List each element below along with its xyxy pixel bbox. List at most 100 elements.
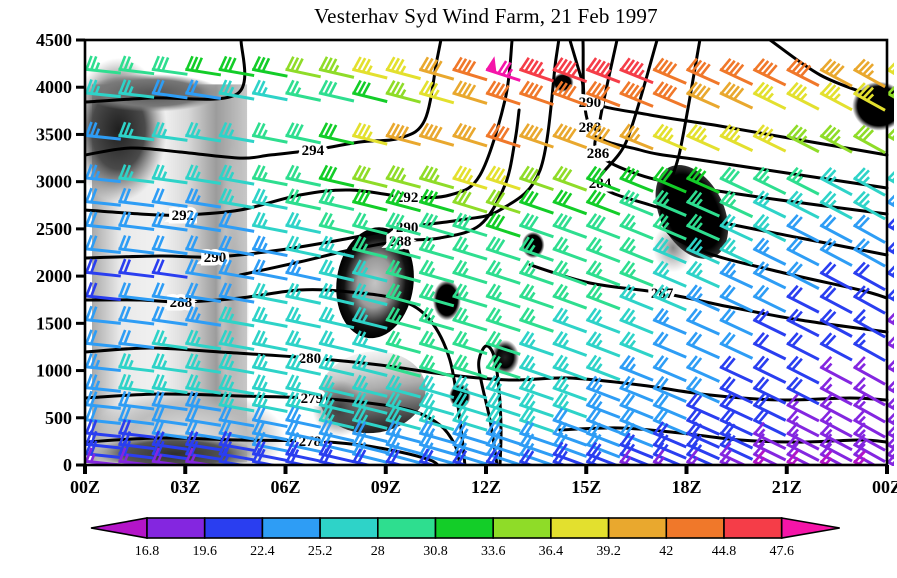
wind-barb xyxy=(685,166,720,194)
wind-barb xyxy=(151,121,188,142)
wind-barb xyxy=(452,56,488,82)
colorbar-segment xyxy=(146,517,206,539)
wind-barb xyxy=(719,237,754,266)
wind-barb xyxy=(552,283,588,310)
wind-barb xyxy=(185,55,222,77)
colorbar-tick-label: 47.6 xyxy=(769,544,794,559)
wind-barb xyxy=(185,329,222,351)
wind-barb xyxy=(218,374,255,396)
colorbar-tick-label: 39.2 xyxy=(596,544,621,559)
wind-barb xyxy=(552,189,588,216)
wind-barb xyxy=(752,308,787,337)
wind-barb xyxy=(552,307,588,334)
wind-barb xyxy=(719,213,754,242)
wind-barb xyxy=(585,331,621,358)
colorbar-segment xyxy=(376,517,437,539)
wind-barb xyxy=(852,261,886,292)
wind-barb xyxy=(185,164,222,186)
wind-barb xyxy=(652,237,687,265)
wind-barb xyxy=(518,420,554,447)
wind-barb xyxy=(685,432,720,461)
wind-barb xyxy=(585,354,621,382)
wind-barb xyxy=(518,375,554,401)
wind-barb xyxy=(518,283,554,310)
wind-barb xyxy=(552,236,588,263)
wind-barb xyxy=(418,56,455,81)
wind-barb xyxy=(251,258,288,281)
x-tick-label: 09Z xyxy=(371,477,401,497)
wind-barb xyxy=(318,79,355,103)
wind-barb xyxy=(385,188,421,213)
wind-barb xyxy=(585,165,621,193)
wind-barb xyxy=(418,80,455,105)
wind-barb xyxy=(251,211,288,234)
wind-barb xyxy=(452,122,488,148)
wind-barb xyxy=(552,407,588,434)
wind-barb xyxy=(652,375,687,404)
wind-barb xyxy=(285,391,322,414)
wind-barb xyxy=(351,353,388,377)
wind-barb xyxy=(185,79,222,101)
wind-barb xyxy=(719,190,754,219)
wind-barb xyxy=(118,187,155,208)
wind-barb xyxy=(218,211,255,233)
wind-barb xyxy=(118,282,155,302)
wind-barb xyxy=(351,259,388,283)
wind-barb xyxy=(118,211,155,231)
wind-barb xyxy=(351,122,388,146)
y-tick-label: 2000 xyxy=(36,266,72,286)
wind-barb xyxy=(719,376,754,405)
wind-barb xyxy=(418,165,455,190)
wind-barb xyxy=(84,187,121,207)
wind-barb xyxy=(886,433,894,464)
wind-barb xyxy=(652,449,687,466)
wind-barb xyxy=(485,236,521,262)
colorbar-segment xyxy=(607,517,668,539)
wind-barb xyxy=(318,259,355,282)
wind-barb xyxy=(786,408,820,438)
wind-barb xyxy=(151,353,188,374)
wind-barb xyxy=(886,82,894,113)
wind-barb xyxy=(251,282,288,305)
wind-barb xyxy=(652,213,687,241)
wind-barb xyxy=(485,392,521,418)
wind-barb xyxy=(685,331,720,360)
wind-barb xyxy=(285,306,322,329)
wind-barb xyxy=(652,260,687,288)
wind-barb xyxy=(752,213,787,243)
wind-barb xyxy=(552,57,588,84)
wind-barb xyxy=(385,122,421,147)
wind-barb xyxy=(752,408,787,437)
wind-barb xyxy=(452,354,488,379)
wind-barb xyxy=(151,440,188,461)
colorbar-tick-label: 30.8 xyxy=(423,544,448,559)
wind-barb xyxy=(485,259,521,285)
wind-barb xyxy=(886,285,894,316)
y-tick-label: 1500 xyxy=(36,313,72,333)
wind-barb xyxy=(786,376,820,406)
wind-barb xyxy=(552,165,588,192)
wind-barb xyxy=(418,122,455,147)
wind-barb xyxy=(852,238,886,268)
wind-barb xyxy=(819,308,853,338)
wind-barb xyxy=(585,420,621,448)
wind-barb xyxy=(285,211,322,235)
wind-barb xyxy=(251,306,288,328)
wind-barb xyxy=(518,407,554,433)
wind-barb xyxy=(418,306,455,331)
colorbar-segment xyxy=(203,517,264,539)
wind-barb xyxy=(786,332,820,361)
wind-barb xyxy=(619,189,654,217)
wind-barb xyxy=(251,391,288,413)
colorbar-segment xyxy=(665,517,725,539)
wind-barb xyxy=(251,188,288,210)
wind-barb xyxy=(719,166,754,195)
wind-barb xyxy=(385,330,421,354)
wind-barb xyxy=(452,448,488,466)
wind-barb xyxy=(251,353,288,376)
wind-barb xyxy=(819,261,853,291)
wind-barb xyxy=(852,82,886,112)
wind-barb xyxy=(485,307,521,333)
